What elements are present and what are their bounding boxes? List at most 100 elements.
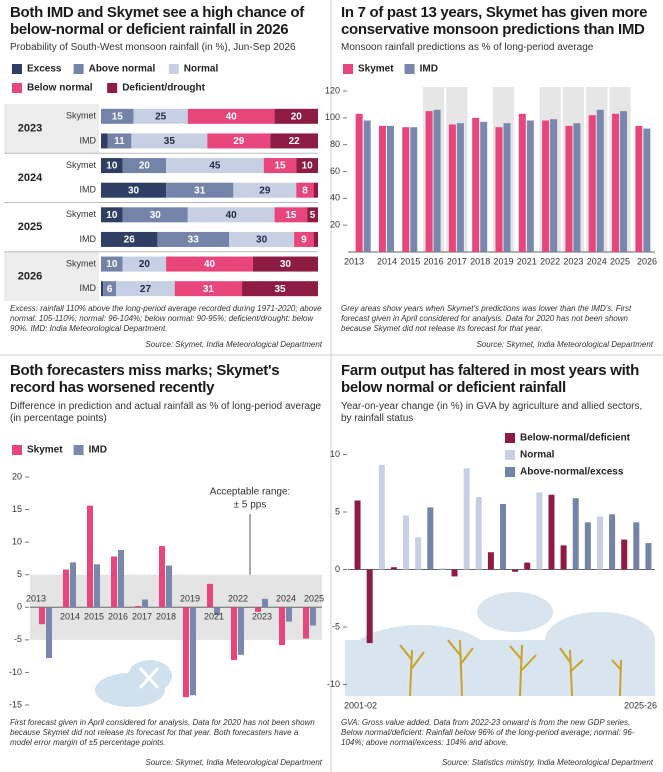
- panel-subtitle: Year-on-year change (in %) in GVA by agr…: [341, 401, 653, 425]
- bar: [262, 599, 268, 607]
- value-label: 29: [259, 185, 271, 196]
- bar: [356, 114, 363, 252]
- y-tick-label: 0: [335, 564, 340, 574]
- x-tick-label: 2018: [470, 256, 490, 266]
- panel-note: GVA: Gross value added. Data from 2022-2…: [341, 718, 653, 748]
- panel-subtitle: Monsoon rainfall predictions as % of lon…: [341, 42, 653, 54]
- bar: [94, 564, 100, 607]
- bar: [159, 546, 165, 607]
- bar: [597, 110, 604, 252]
- annotation: ± 5 pps: [234, 500, 267, 511]
- value-label: 9: [301, 235, 307, 246]
- legend-label: Above-normal/excess: [520, 467, 624, 478]
- row-label: Skymet: [66, 258, 97, 268]
- row-label: IMD: [80, 185, 97, 195]
- legend-label: Normal: [184, 64, 219, 75]
- value-label: 30: [280, 259, 292, 270]
- legend-swatch: [505, 467, 515, 477]
- x-tick-label: 2017: [447, 256, 467, 266]
- bar: [457, 123, 464, 252]
- legend-swatch: [74, 445, 84, 455]
- legend-label: Skymet: [358, 64, 394, 75]
- bar: [87, 506, 93, 608]
- y-tick-label: 100: [325, 112, 340, 122]
- legend-label: Normal: [520, 450, 555, 461]
- x-tick-label: 2019: [493, 256, 513, 266]
- legend-label: IMD: [89, 445, 107, 456]
- bar: [609, 514, 615, 569]
- bar: [464, 468, 470, 569]
- bar: [542, 121, 549, 252]
- x-tick-label: 2019: [180, 594, 200, 604]
- bar: [561, 545, 567, 569]
- bar-segment: [314, 232, 318, 247]
- bar: [410, 127, 417, 252]
- cloud-illustration: [345, 592, 655, 696]
- x-tick-label: 2016: [424, 256, 444, 266]
- bar: [439, 568, 445, 569]
- bar: [391, 567, 397, 569]
- legend-label: Below normal: [27, 83, 93, 94]
- row-label: IMD: [80, 283, 97, 293]
- bar: [70, 562, 76, 607]
- value-label: 15: [112, 111, 124, 122]
- y-tick-label: -15: [9, 699, 22, 709]
- bar: [207, 584, 213, 607]
- bar: [512, 570, 518, 572]
- y-tick-label: 80: [330, 139, 340, 149]
- bar: [434, 110, 441, 252]
- bar: [379, 126, 386, 252]
- bar: [645, 543, 651, 569]
- legend-swatch: [12, 83, 22, 93]
- value-label: 10: [106, 161, 118, 172]
- bar: [449, 125, 456, 252]
- panel-title: In 7 of past 13 years, Skymet has given …: [341, 4, 659, 38]
- value-label: 20: [139, 259, 151, 270]
- value-label: 40: [204, 259, 216, 270]
- bar: [279, 607, 285, 645]
- panel-subtitle: Difference in prediction and actual rain…: [10, 401, 322, 425]
- row-label: Skymet: [66, 209, 97, 219]
- bar: [303, 607, 309, 638]
- bar: [142, 599, 148, 607]
- bar: [452, 570, 458, 577]
- legend-label: Below-normal/deficient: [520, 433, 631, 444]
- x-tick-label: 2017: [132, 612, 152, 622]
- x-tick-label: 2015: [84, 612, 104, 622]
- bar: [548, 495, 554, 570]
- bar: [39, 607, 45, 624]
- bar-segment: [101, 281, 103, 296]
- bar: [519, 114, 526, 252]
- x-tick-label: 2013: [344, 256, 364, 266]
- bar: [476, 497, 482, 569]
- value-label: 30: [256, 235, 268, 246]
- group-label: 2024: [18, 172, 43, 184]
- bar: [585, 522, 591, 569]
- x-tick-label: 2025: [610, 256, 630, 266]
- value-label: 33: [188, 235, 200, 246]
- value-label: 45: [209, 161, 221, 172]
- x-tick-label: 2021: [204, 612, 224, 622]
- x-tick-label: 2023: [563, 256, 583, 266]
- x-tick-label: 2014: [60, 612, 80, 622]
- bar: [550, 119, 557, 252]
- panel-source: Source: Statistics ministry, India Meteo…: [341, 758, 653, 767]
- y-tick-label: 120: [325, 85, 340, 95]
- panel-subtitle: Probability of South-West monsoon rainfa…: [10, 42, 322, 54]
- x-tick-label: 2015: [400, 256, 420, 266]
- bar: [536, 492, 542, 569]
- panel-source: Source: Skymet, India Meteorological Dep…: [10, 340, 322, 349]
- legend-swatch: [169, 64, 179, 74]
- value-label: 25: [155, 111, 167, 122]
- cloud-illustration: [95, 660, 172, 707]
- bar: [118, 550, 124, 607]
- bar: [367, 570, 373, 644]
- bar: [635, 126, 642, 252]
- row-label: IMD: [80, 234, 97, 244]
- legend-label: Above normal: [89, 64, 156, 75]
- bar: [524, 563, 530, 570]
- bar: [426, 111, 433, 252]
- panel-note: First forecast given in April considered…: [10, 718, 322, 748]
- value-label: 10: [302, 161, 314, 172]
- y-tick-label: -5: [14, 634, 22, 644]
